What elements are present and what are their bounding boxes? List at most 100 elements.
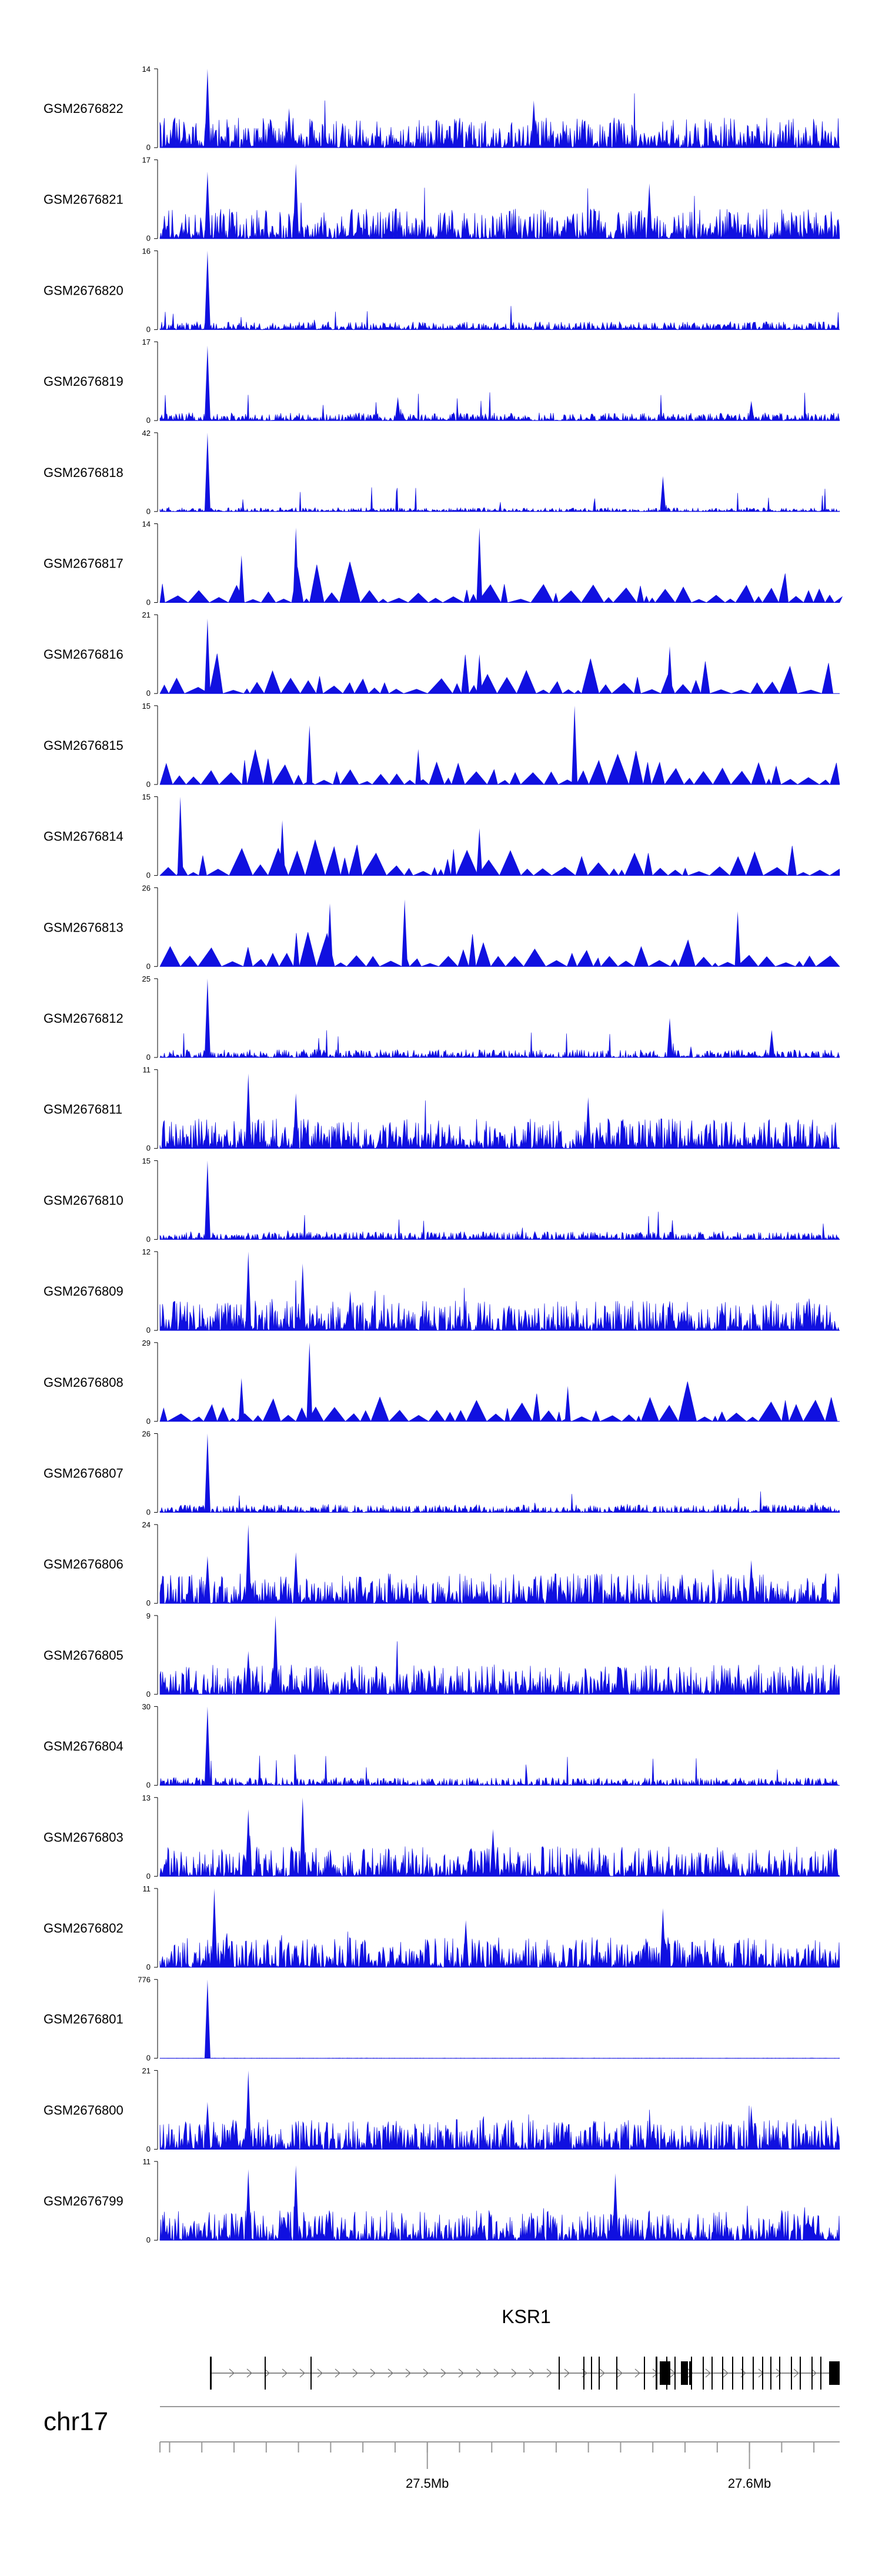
y-min-tick: 0 — [146, 1144, 151, 1153]
peak-mark — [245, 1073, 252, 1149]
peak-mark — [204, 618, 211, 694]
chromosome-ruler: chr17 27.5Mb 27.6Mb — [44, 2406, 840, 2491]
exon-mark — [616, 2357, 617, 2390]
y-min-tick: 0 — [146, 871, 151, 880]
track-label: GSM2676805 — [44, 1648, 123, 1663]
y-min-tick: 0 — [146, 507, 151, 516]
track-GSM2676811: GSM2676811 11 0 — [44, 1066, 840, 1153]
track-label: GSM2676808 — [44, 1375, 123, 1390]
y-min-tick: 0 — [146, 2235, 151, 2244]
peak-mark — [238, 1378, 245, 1422]
y-min-tick: 0 — [146, 1053, 151, 1062]
peak-mark — [177, 796, 183, 876]
track-label: GSM2676821 — [44, 192, 123, 207]
track-label: GSM2676811 — [44, 1102, 122, 1117]
strand-arrow — [529, 2368, 534, 2378]
y-max-tick: 25 — [142, 975, 151, 983]
peak-mark — [204, 1979, 211, 2058]
coverage-area — [159, 1100, 840, 1149]
y-min-tick: 0 — [146, 234, 151, 243]
y-max-tick: 17 — [142, 338, 151, 346]
strand-arrow — [599, 2368, 605, 2378]
track-GSM2676810: GSM2676810 15 0 — [44, 1156, 840, 1243]
exon-mark — [599, 2357, 600, 2390]
y-max-tick: 21 — [142, 2066, 151, 2075]
track-label: GSM2676807 — [44, 1466, 123, 1481]
coverage-area — [159, 1641, 840, 1695]
peak-mark — [293, 2165, 299, 2241]
strand-arrow — [264, 2368, 270, 2378]
peak-mark — [748, 2105, 754, 2150]
strand-arrow — [723, 2368, 729, 2378]
y-min-tick: 0 — [146, 1690, 151, 1699]
track-GSM2676820: GSM2676820 16 0 — [44, 246, 840, 333]
strand-arrow — [317, 2368, 323, 2378]
y-max-tick: 15 — [142, 702, 151, 710]
peak-mark — [463, 1920, 469, 1967]
peak-mark — [211, 1888, 218, 1967]
strand-arrow — [440, 2368, 446, 2378]
track-GSM2676822: GSM2676822 14 0 — [44, 65, 840, 152]
y-min-tick: 0 — [146, 598, 151, 607]
track-label: GSM2676802 — [44, 1921, 123, 1936]
peak-mark — [476, 654, 483, 694]
track-GSM2676808: GSM2676808 29 0 — [44, 1339, 840, 1426]
peak-mark — [286, 108, 292, 148]
peak-mark — [204, 1433, 211, 1513]
coverage-area — [159, 188, 840, 239]
exon-mark — [770, 2357, 771, 2390]
strand-arrow — [405, 2368, 411, 2378]
track-label: GSM2676813 — [44, 920, 123, 935]
track-label: GSM2676818 — [44, 465, 123, 480]
strand-arrow — [564, 2368, 570, 2378]
peak-mark — [245, 2169, 252, 2241]
track-label: GSM2676816 — [44, 647, 123, 662]
track-GSM2676800: GSM2676800 21 0 — [44, 2066, 840, 2153]
peak-mark — [734, 911, 741, 967]
peak-mark — [204, 1556, 211, 1604]
peak-mark — [272, 1615, 279, 1694]
exon-block — [681, 2361, 688, 2385]
exon-mark — [591, 2357, 592, 2390]
strand-arrow — [335, 2368, 340, 2378]
coverage-area — [159, 562, 843, 603]
y-min-tick: 0 — [146, 416, 151, 425]
track-GSM2676806: GSM2676806 24 0 — [44, 1520, 840, 1607]
y-max-tick: 11 — [143, 2157, 151, 2166]
coverage-area — [159, 653, 840, 695]
strand-arrow — [299, 2368, 305, 2378]
strand-arrow — [282, 2368, 288, 2378]
y-max-tick: 42 — [142, 429, 151, 438]
exon-mark — [811, 2357, 813, 2390]
peak-mark — [245, 1524, 252, 1604]
strand-arrow — [458, 2368, 464, 2378]
peak-mark — [748, 401, 754, 421]
strand-arrow — [546, 2368, 552, 2378]
track-GSM2676802: GSM2676802 11 0 — [44, 1884, 840, 1971]
gene-annotation: KSR1 — [210, 2306, 840, 2390]
y-min-tick: 0 — [146, 780, 151, 789]
track-label: GSM2676814 — [44, 829, 123, 844]
peak-mark — [204, 345, 211, 421]
track-GSM2676799: GSM2676799 11 0 — [44, 2157, 840, 2244]
track-label: GSM2676812 — [44, 1011, 123, 1026]
track-GSM2676816: GSM2676816 21 0 — [44, 610, 840, 698]
y-max-tick: 13 — [142, 1793, 151, 1802]
coverage-area — [159, 392, 840, 422]
peak-mark — [564, 1386, 571, 1422]
peak-mark — [660, 476, 666, 512]
track-GSM2676817: GSM2676817 14 0 — [44, 520, 843, 607]
y-max-tick: 26 — [142, 1430, 151, 1439]
strand-arrow — [229, 2368, 235, 2378]
peak-mark — [204, 2102, 211, 2150]
strand-arrow — [423, 2368, 429, 2378]
strand-arrow — [352, 2368, 358, 2378]
y-max-tick: 16 — [142, 246, 151, 255]
strand-arrow — [476, 2368, 482, 2378]
peak-mark — [293, 1552, 299, 1604]
peak-mark — [530, 100, 537, 148]
axis-tick-label: 27.6Mb — [728, 2476, 771, 2491]
y-max-tick: 15 — [142, 1156, 151, 1165]
peak-mark — [769, 1030, 775, 1057]
